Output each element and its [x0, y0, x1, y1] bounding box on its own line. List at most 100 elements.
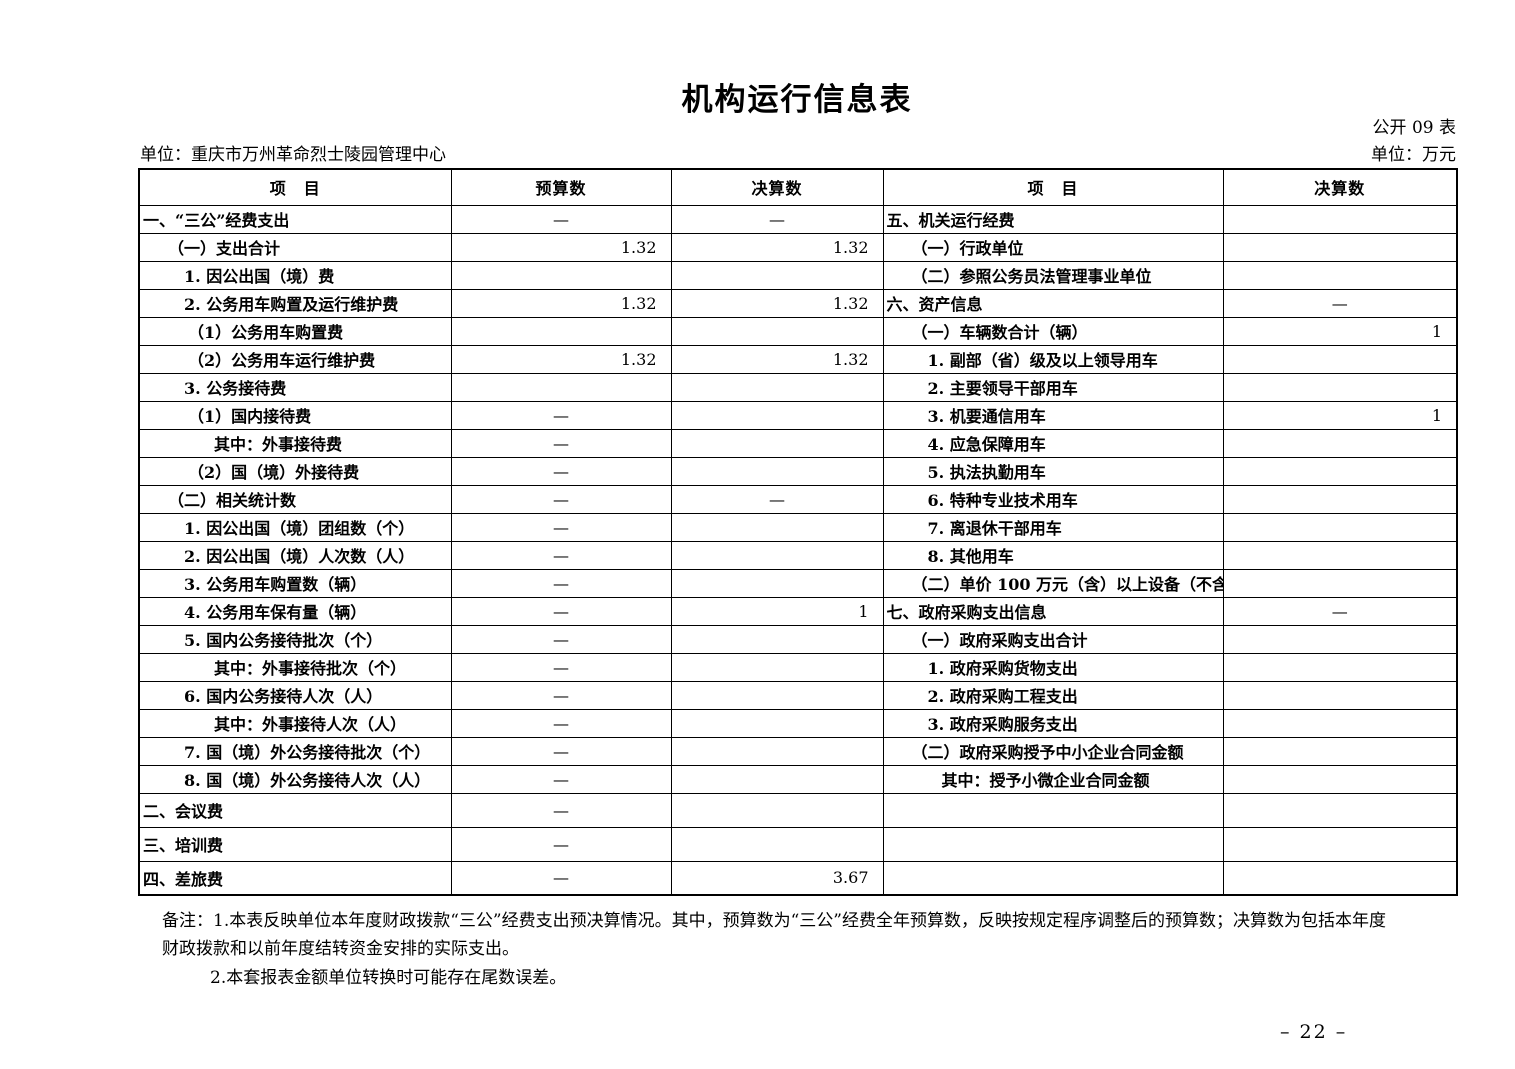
item-label-right: 3. 政府采购服务支出 [882, 708, 1224, 738]
item-label-right [882, 792, 1224, 828]
item-label-left: 6. 国内公务接待人次（人） [138, 680, 452, 710]
table-row: 8. 国（境）外公务接待人次（人） — 其中：授予小微企业合同金额 [138, 764, 1458, 794]
value-cell-final-right [1222, 540, 1458, 570]
value-cell-final-right: — [1222, 596, 1458, 626]
value-cell-final-left: — [670, 484, 884, 514]
value-cell-final-left [670, 540, 884, 570]
table-row: 其中：外事接待批次（个） — 1. 政府采购货物支出 [138, 652, 1458, 682]
value-cell-budget: 1.32 [450, 288, 672, 318]
item-label-left: 5. 国内公务接待批次（个） [138, 624, 452, 654]
table-row: （一）支出合计 1.32 1.32 （一）行政单位 [138, 232, 1458, 262]
header-budget: 预算数 [450, 168, 672, 206]
item-label-left: （一）支出合计 [138, 232, 452, 262]
value-cell-final-right [1222, 568, 1458, 598]
value-cell-final-left [670, 372, 884, 402]
value-cell-final-left: 1.32 [670, 344, 884, 374]
value-cell-budget: — [450, 652, 672, 682]
item-label-right: 七、政府采购支出信息 [882, 596, 1224, 626]
value-cell-final-right [1222, 764, 1458, 794]
value-cell-final-left [670, 826, 884, 862]
value-cell-final-right [1222, 512, 1458, 542]
value-cell-final-left [670, 512, 884, 542]
value-cell-final-left: 1.32 [670, 288, 884, 318]
item-label-right: 1. 副部（省）级及以上领导用车 [882, 344, 1224, 374]
value-cell-final-left: — [670, 204, 884, 234]
value-cell-final-left [670, 708, 884, 738]
table-row: 5. 国内公务接待批次（个） — （一）政府采购支出合计 [138, 624, 1458, 654]
item-label-right: 其中：授予小微企业合同金额 [882, 764, 1224, 794]
value-cell-final-left: 1 [670, 596, 884, 626]
item-label-right [882, 860, 1224, 896]
value-cell-budget: — [450, 540, 672, 570]
value-cell-final-left [670, 428, 884, 458]
table-row: 7. 国（境）外公务接待批次（个） — （二）政府采购授予中小企业合同金额 [138, 736, 1458, 766]
header-final-right: 决算数 [1222, 168, 1458, 206]
value-cell-final-right: 1 [1222, 316, 1458, 346]
item-label-right: 6. 特种专业技术用车 [882, 484, 1224, 514]
value-cell-final-right [1222, 260, 1458, 290]
value-cell-final-right [1222, 680, 1458, 710]
item-label-left: 其中：外事接待批次（个） [138, 652, 452, 682]
item-label-left: 其中：外事接待费 [138, 428, 452, 458]
item-label-right: 五、机关运行经费 [882, 204, 1224, 234]
table-row: 4. 公务用车保有量（辆） —1 七、政府采购支出信息 — [138, 596, 1458, 626]
header-item-left: 项 目 [138, 168, 452, 206]
item-label-right: 2. 主要领导干部用车 [882, 372, 1224, 402]
value-cell-budget [450, 316, 672, 346]
value-cell-final-left [670, 792, 884, 828]
value-cell-budget: 1.32 [450, 344, 672, 374]
value-cell-final-left [670, 764, 884, 794]
value-cell-budget: — [450, 624, 672, 654]
note-line-3: 2.本套报表金额单位转换时可能存在尾数误差。 [210, 968, 567, 988]
table-row: 二、会议费 — [138, 792, 1458, 828]
item-label-right: 4. 应急保障用车 [882, 428, 1224, 458]
value-cell-final-left [670, 652, 884, 682]
value-cell-final-right [1222, 624, 1458, 654]
page-title: 机构运行信息表 [681, 82, 913, 118]
table-row: （2）公务用车运行维护费 1.32 1.32 1. 副部（省）级及以上领导用车 [138, 344, 1458, 374]
table-row: （1）国内接待费 — 3. 机要通信用车 1 [138, 400, 1458, 430]
table-row: 3. 公务接待费 2. 主要领导干部用车 [138, 372, 1458, 402]
value-cell-final-left: 3.67 [670, 860, 884, 896]
value-cell-final-right: 1 [1222, 400, 1458, 430]
item-label-left: 8. 国（境）外公务接待人次（人） [138, 764, 452, 794]
item-label-left: 三、培训费 [138, 826, 452, 862]
value-cell-final-right [1222, 736, 1458, 766]
item-label-right: 六、资产信息 [882, 288, 1224, 318]
header-item-right: 项 目 [882, 168, 1224, 206]
item-label-right: 3. 机要通信用车 [882, 400, 1224, 430]
table-row: 一、“三公”经费支出 — — 五、机关运行经费 [138, 204, 1458, 234]
value-cell-budget: — [450, 826, 672, 862]
item-label-right: 1. 政府采购货物支出 [882, 652, 1224, 682]
value-cell-final-left [670, 680, 884, 710]
value-cell-budget: — [450, 204, 672, 234]
value-cell-final-right [1222, 860, 1458, 896]
item-label-right: （一）政府采购支出合计 [882, 624, 1224, 654]
value-cell-budget [450, 260, 672, 290]
value-cell-budget: — [450, 484, 672, 514]
value-cell-budget: — [450, 708, 672, 738]
item-label-left: （1）公务用车购置费 [138, 316, 452, 346]
value-cell-budget: — [450, 736, 672, 766]
value-cell-final-right [1222, 456, 1458, 486]
table-row: 6. 国内公务接待人次（人） — 2. 政府采购工程支出 [138, 680, 1458, 710]
value-cell-final-left [670, 316, 884, 346]
value-cell-final-right: — [1222, 288, 1458, 318]
table-row: 其中：外事接待人次（人） — 3. 政府采购服务支出 [138, 708, 1458, 738]
form-code-label: 公开 09 表 [1372, 118, 1456, 138]
item-label-right: （二）单价 100 万元（含）以上设备（不含车辆） [882, 568, 1224, 598]
table-row: （2）国（境）外接待费 — 5. 执法执勤用车 [138, 456, 1458, 486]
page-number: – 22 – [1280, 1021, 1348, 1043]
item-label-left: 1. 因公出国（境）团组数（个） [138, 512, 452, 542]
table-row: 1. 因公出国（境）费 （二）参照公务员法管理事业单位 [138, 260, 1458, 290]
table-row: 1. 因公出国（境）团组数（个） — 7. 离退休干部用车 [138, 512, 1458, 542]
item-label-left: 7. 国（境）外公务接待批次（个） [138, 736, 452, 766]
table-row: 三、培训费 — [138, 826, 1458, 862]
value-cell-final-right [1222, 792, 1458, 828]
item-label-left: 3. 公务用车购置数（辆） [138, 568, 452, 598]
item-label-right: （二）参照公务员法管理事业单位 [882, 260, 1224, 290]
value-cell-final-right [1222, 652, 1458, 682]
value-cell-budget: — [450, 764, 672, 794]
table-row: 四、差旅费 —3.67 [138, 860, 1458, 896]
